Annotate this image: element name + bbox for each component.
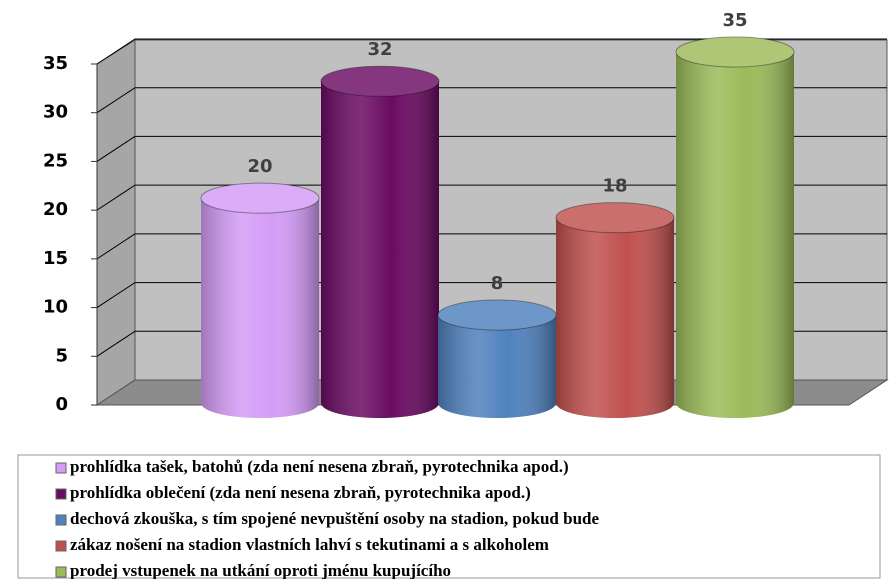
bar-top [320,65,440,97]
y-tick-label: 20 [43,199,68,220]
y-tick-label: 5 [55,345,68,366]
legend-label: prohlídka tašek, batohů (zda není nesena… [70,457,569,476]
legend-label: prodej vstupenek na utkání oproti jménu … [70,561,451,579]
bar-top [200,182,320,214]
y-tick-label: 0 [55,394,68,415]
bar-top-shade [438,300,556,331]
y-tick-label: 10 [43,297,68,318]
legend-swatch [55,540,67,552]
grid-line [96,87,887,114]
legend-swatch [55,462,67,474]
bar-top-shade [556,202,674,233]
bar-top [675,36,795,68]
data-label: 35 [722,10,747,31]
data-label: 18 [602,176,627,197]
y-tick-label: 30 [43,102,68,123]
bar-top-shade [321,66,439,97]
y-tick-label: 25 [43,150,68,171]
legend-swatch [55,488,67,500]
data-label: 20 [247,156,272,177]
y-tick-label: 15 [43,248,68,269]
legend-swatch [55,514,67,526]
bar-shade [676,52,794,418]
legend-swatch [55,566,67,578]
side-wall [96,39,136,406]
bar-shade [438,315,556,418]
bar-shade [321,81,439,418]
legend [17,454,881,579]
bar-top-shade [676,37,794,67]
bar-shade [201,198,319,418]
bar-top-shade [201,183,319,214]
bar-top [555,202,675,234]
legend-label: prohlídka oblečení (zda není nesena zbra… [70,483,531,502]
grid-line [96,38,887,65]
legend-label: zákaz nošení na stadion vlastních lahví … [70,535,549,554]
grid-line [96,184,887,211]
data-label: 8 [491,273,504,294]
y-tick-label: 35 [43,53,68,74]
legend-label: dechová zkouška, s tím spojené nevpuštěn… [70,509,599,528]
grid-line [96,135,887,162]
data-label: 32 [367,39,392,60]
bar-shade [556,217,674,418]
